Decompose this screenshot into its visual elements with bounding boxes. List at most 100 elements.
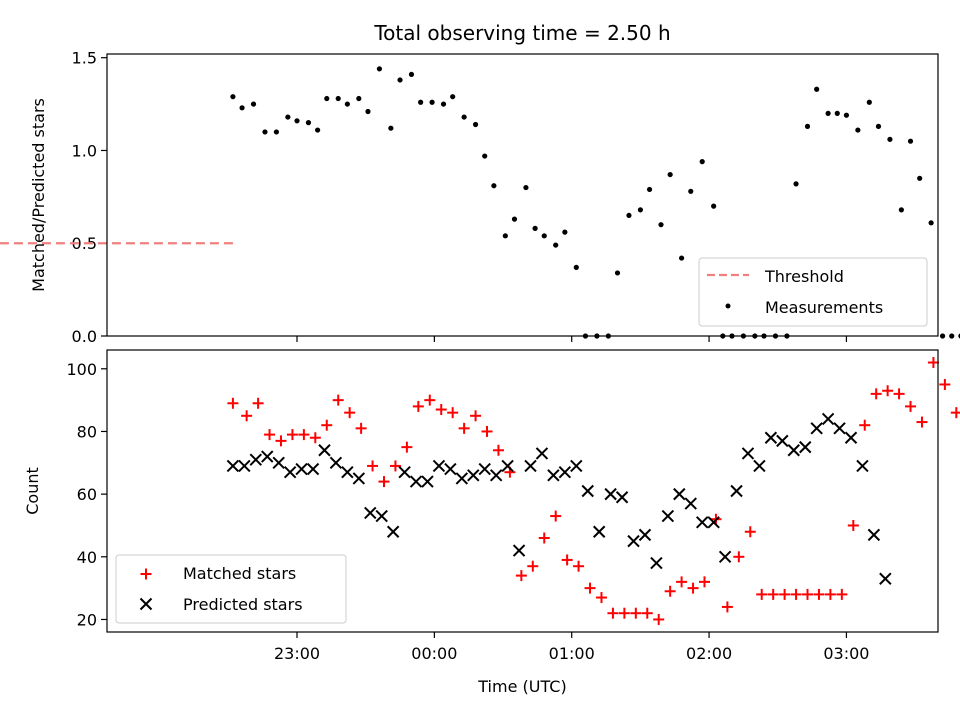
predicted-star-point — [661, 509, 675, 523]
measurement-point — [573, 264, 579, 270]
predicted-star-point — [684, 497, 697, 510]
count-y-tick-label: 80 — [77, 422, 97, 441]
matched-star-point — [321, 419, 333, 431]
measurement-point — [898, 207, 904, 213]
matched-star-point — [939, 378, 951, 390]
matched-star-point — [607, 607, 619, 619]
predicted-star-point — [272, 456, 285, 470]
predicted-star-point-b — [444, 462, 457, 476]
measurement-point — [294, 118, 300, 124]
predicted-star-point-b — [272, 456, 285, 470]
predicted-star-point — [329, 456, 343, 470]
measurement-point — [553, 242, 559, 248]
ratio-y-axis-title: Matched/Predicted stars — [29, 98, 48, 292]
predicted-star-point-b — [718, 550, 732, 564]
predicted-star-point-b — [627, 534, 640, 548]
measurement-point — [482, 153, 488, 159]
measurement-point — [887, 136, 893, 142]
predicted-star-point-b — [364, 506, 377, 520]
measurement-point — [239, 105, 245, 111]
predicted-star-point — [409, 475, 423, 488]
measurement-point — [440, 101, 447, 107]
predicted-star-point — [764, 431, 778, 444]
predicted-star-point — [535, 447, 549, 460]
predicted-star-point-b — [695, 516, 709, 529]
measurement-point — [637, 207, 643, 213]
measurement-point — [250, 101, 257, 107]
predicted-star-point — [627, 534, 640, 548]
measurement-point — [262, 129, 268, 135]
predicted-star-point — [512, 544, 526, 557]
predicted-star-point-b — [512, 544, 526, 557]
predicted-star-point-b — [833, 422, 846, 435]
measurement-point — [949, 333, 955, 339]
predicted-star-point — [821, 412, 835, 426]
measurement-point — [804, 123, 811, 129]
predicted-stars-legend-label: Predicted stars — [183, 595, 303, 614]
matched-star-point — [389, 460, 401, 472]
predicted-star-point-b — [455, 472, 469, 485]
predicted-star-point — [386, 525, 400, 538]
predicted-star-point-b — [249, 453, 263, 466]
measurement-point — [429, 99, 435, 105]
ratio-y-tick-label: 1.5 — [72, 49, 97, 68]
predicted-star-point-b — [741, 447, 755, 460]
measurement-point — [843, 112, 850, 118]
predicted-star-point — [295, 462, 308, 476]
matched-stars-legend-swatch — [140, 568, 152, 580]
matched-stars-legend-label: Matched stars — [183, 564, 296, 583]
predicted-star-point-b — [764, 431, 778, 444]
predicted-star-point — [650, 556, 663, 570]
predicted-star-point-b — [409, 475, 423, 488]
predicted-star-point-b — [547, 469, 560, 482]
measurement-point — [335, 95, 341, 102]
measurement-point — [834, 110, 840, 116]
matched-star-point — [836, 588, 848, 600]
matched-star-point — [424, 394, 436, 406]
matched-star-point — [653, 613, 665, 625]
ratio-legend: Threshold Measurements — [698, 257, 928, 327]
matched-star-point — [561, 554, 573, 566]
matched-star-point — [676, 576, 688, 588]
measurement-point — [397, 77, 403, 83]
predicted-star-point — [581, 484, 594, 498]
measurement-point — [418, 99, 424, 105]
matched-stars-legend-mark — [140, 568, 152, 580]
predicted-star-point — [467, 469, 480, 482]
predicted-star-point — [615, 491, 629, 504]
matched-star-point — [744, 526, 756, 538]
predicted-star-point-b — [673, 487, 686, 501]
measurements-legend-label: Measurements — [765, 298, 883, 317]
predicted-star-point-b — [501, 459, 514, 473]
predicted-star-point — [787, 444, 800, 457]
matched-star-point — [227, 397, 239, 409]
predicted-star-point-b — [650, 556, 663, 570]
predicted-star-point-b — [821, 412, 835, 426]
matched-star-point — [790, 588, 802, 600]
predicted-star-point-b — [787, 444, 800, 457]
matched-star-point — [515, 570, 527, 582]
predicted-star-point — [833, 422, 846, 435]
predicted-star-point-b — [581, 484, 594, 498]
predicted-star-point — [352, 472, 366, 485]
matched-star-point — [847, 519, 859, 531]
predicted-star-point-b — [810, 422, 823, 435]
matched-star-point — [618, 607, 630, 619]
matched-star-point — [470, 410, 482, 422]
predicted-star-point-b — [398, 465, 411, 479]
measurement-point — [793, 181, 799, 187]
matched-star-point — [641, 607, 653, 619]
matched-star-point — [905, 400, 917, 412]
matched-star-point — [687, 582, 699, 594]
measurement-point — [285, 114, 291, 120]
predicted-star-point — [501, 459, 514, 473]
predicted-star-point — [444, 462, 457, 476]
matched-star-point — [573, 560, 585, 572]
measurement-point — [866, 99, 872, 105]
predicted-stars-legend-swatch — [139, 597, 153, 611]
predicted-star-point — [249, 453, 263, 466]
predicted-star-point-b — [684, 497, 697, 510]
matched-star-point — [595, 592, 607, 604]
ratio-axes-frame — [106, 53, 939, 337]
predicted-star-point — [810, 422, 823, 435]
